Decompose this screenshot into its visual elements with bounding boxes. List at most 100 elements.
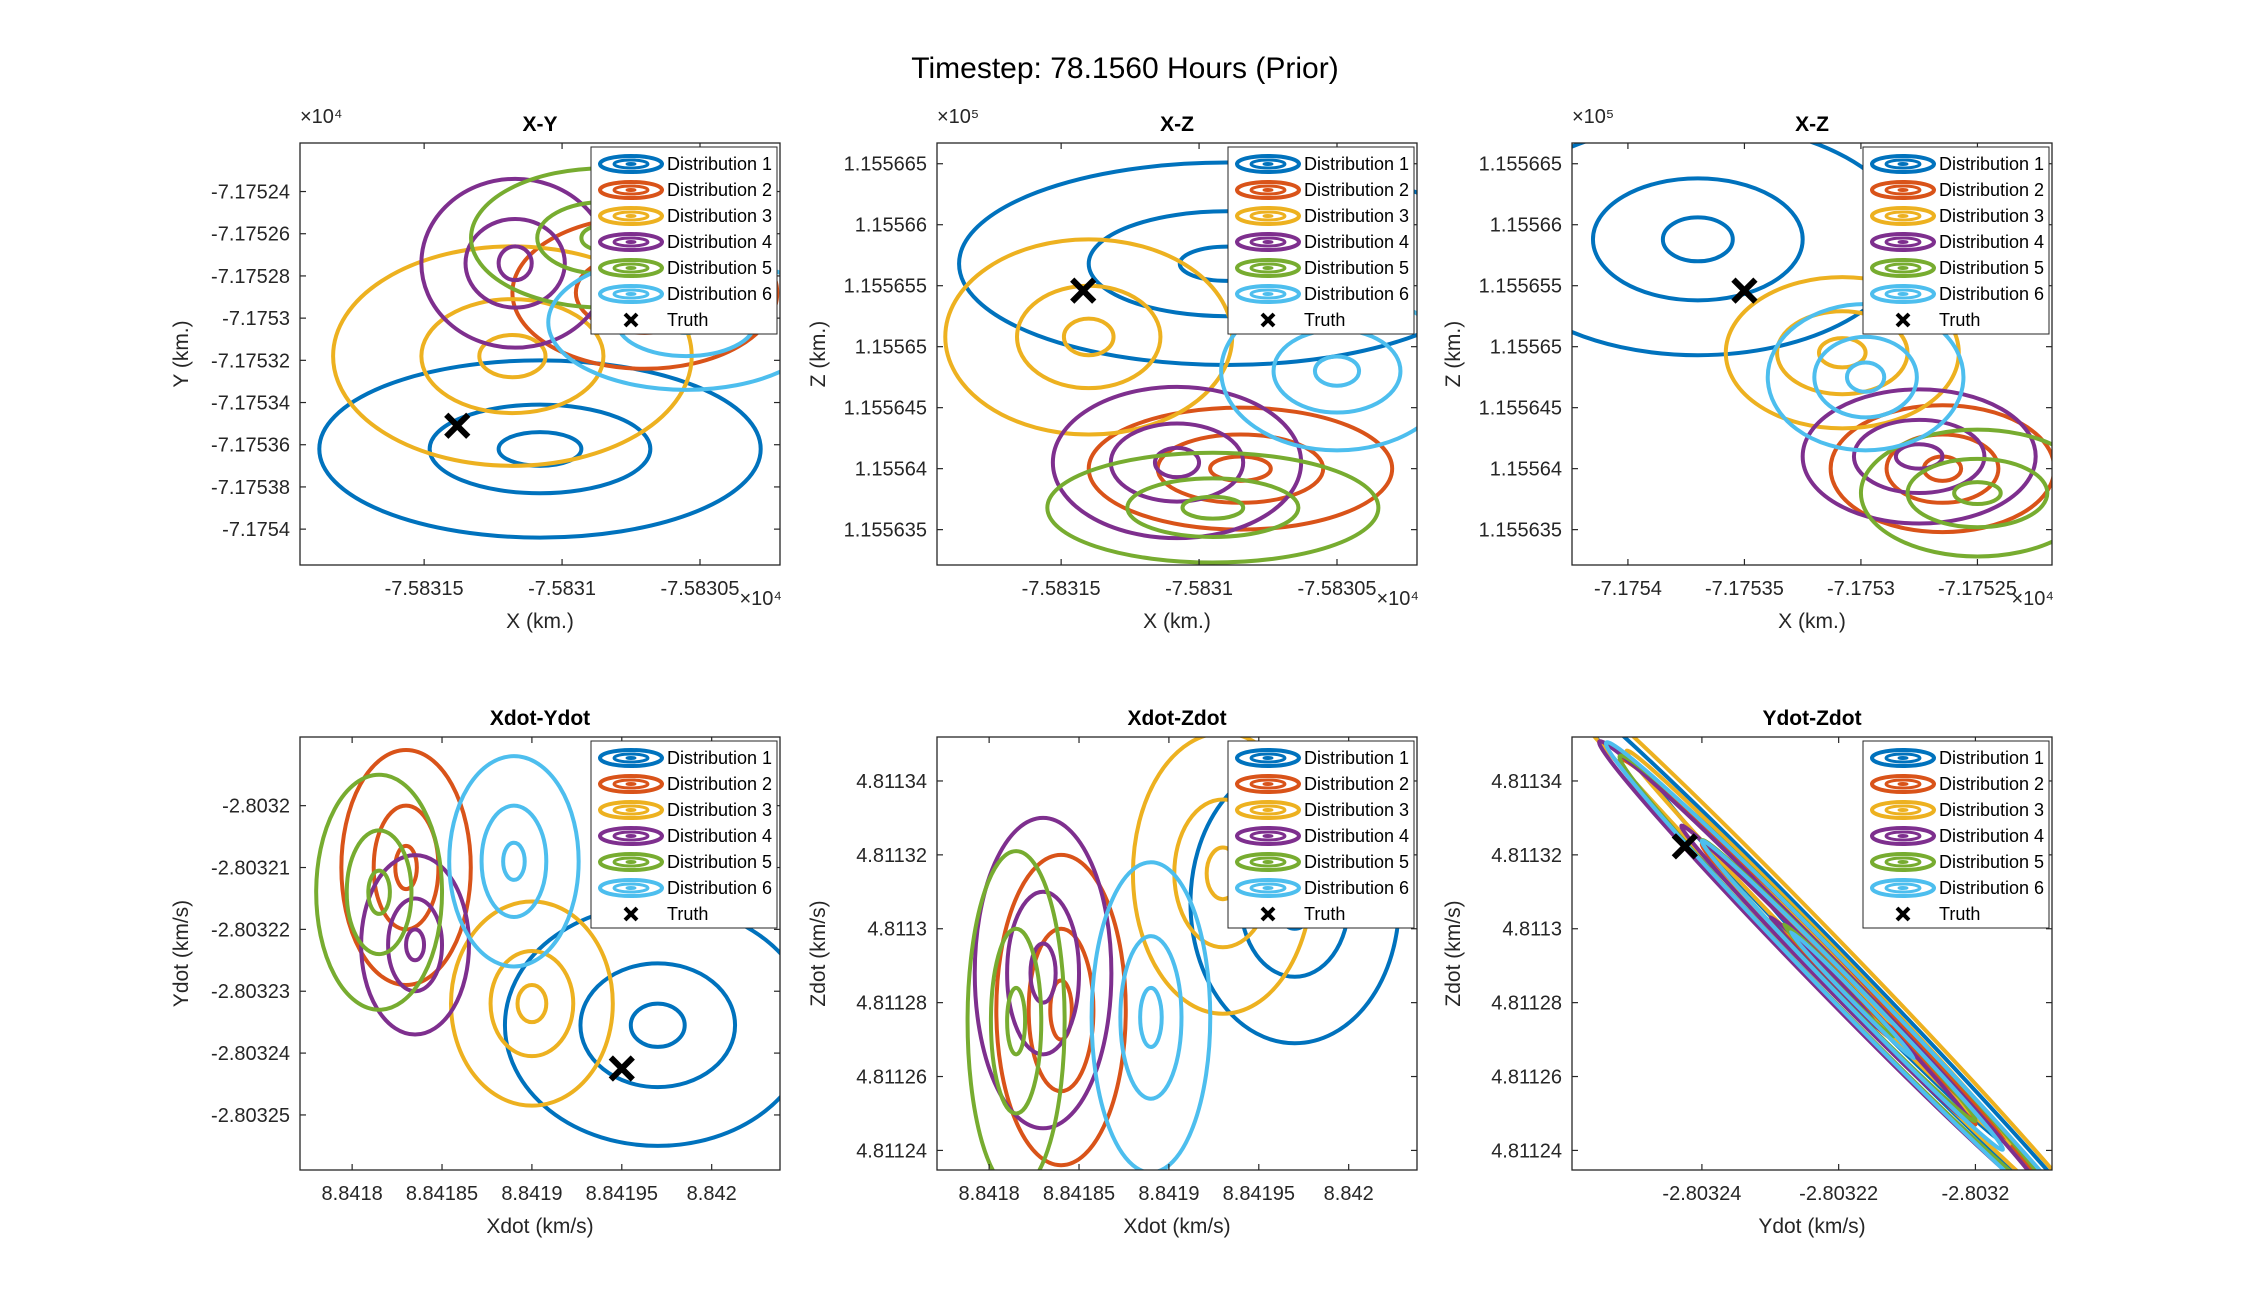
y-tick-label: -7.17538: [211, 477, 290, 499]
legend-label: Truth: [1939, 310, 1980, 330]
x-exponent-label: ×10⁴: [2011, 588, 2054, 610]
x-axis-label: X (km.): [1778, 610, 1846, 633]
x-axis-label: X (km.): [506, 610, 574, 633]
legend-ellipse-icon: [598, 154, 664, 174]
legend-label: Distribution 6: [667, 284, 772, 304]
ellipse-distribution-6-sigma3: [1089, 860, 1213, 1170]
ellipse-distribution-2-sigma1: [393, 843, 419, 892]
figure-title: Timestep: 78.1560 Hours (Prior): [911, 52, 1339, 85]
y-tick-label: 1.15564: [855, 459, 927, 481]
legend-label: Truth: [667, 904, 708, 924]
x-tick-label: 8.8418: [322, 1183, 383, 1205]
y-tick-label: 4.8113: [867, 919, 927, 941]
legend-label: Distribution 4: [1304, 232, 1409, 252]
legend-label: Distribution 5: [667, 852, 772, 872]
y-tick-label: 1.15565: [855, 337, 927, 359]
legend-ellipse-icon: [1870, 878, 1936, 898]
axes-box: [299, 142, 781, 566]
chart-title: X-Z: [1795, 113, 1829, 136]
legend-label: Distribution 3: [1304, 800, 1409, 820]
ellipse-distribution-5-sigma1: [1952, 480, 2003, 507]
ellipse-distribution-6-sigma3: [1603, 740, 2052, 1170]
legend-label: Distribution 4: [1939, 826, 2044, 846]
legend-ellipse-icon: [598, 800, 664, 820]
y-tick-label: -7.17528: [211, 266, 290, 288]
ellipse-distribution-3-sigma2: [488, 949, 576, 1059]
ellipse-distribution-5-sigma2: [1905, 456, 2050, 530]
y-tick-label: -7.17526: [211, 224, 290, 246]
ellipse-distribution-5-sigma3: [1045, 450, 1381, 565]
legend-label: Distribution 1: [667, 154, 772, 174]
y-tick-label: 4.81128: [1491, 993, 1562, 1015]
y-tick-label: 1.155635: [1479, 520, 1562, 542]
ellipse-distribution-1-sigma3: [502, 902, 780, 1148]
legend-label: Distribution 2: [667, 180, 772, 200]
legend-truth-icon: [1895, 906, 1911, 922]
legend-ellipse-icon: [1235, 774, 1301, 794]
legend-label: Distribution 1: [1939, 748, 2044, 768]
ellipse-distribution-4-sigma1: [1893, 442, 1945, 471]
ellipse-distribution-3-sigma1: [1061, 316, 1116, 358]
legend-truth-icon: [623, 312, 639, 328]
legend-ellipse-icon: [1235, 180, 1301, 200]
ellipse-distribution-1-sigma2: [1590, 176, 1805, 303]
y-tick-label: 4.81124: [1491, 1140, 1562, 1162]
legend-label: Distribution 4: [667, 826, 772, 846]
ellipse-distribution-6-sigma1: [1844, 360, 1887, 394]
legend-label: Distribution 3: [1939, 800, 2044, 820]
ellipse-distribution-4-sigma1: [1152, 445, 1202, 480]
ellipse-distribution-5-sigma3: [965, 849, 1067, 1170]
x-tick-label: -7.5831: [528, 578, 596, 600]
ellipse-distribution-2-sigma1: [1048, 978, 1074, 1042]
legend-ellipse-icon: [1870, 284, 1936, 304]
legend-label: Distribution 5: [667, 258, 772, 278]
ellipse-distribution-5-sigma1: [1180, 494, 1246, 521]
chart-title: X-Y: [522, 113, 557, 136]
truth-marker: [1731, 277, 1758, 304]
legend-ellipse-icon: [1870, 180, 1936, 200]
legend-ellipse-icon: [1870, 852, 1936, 872]
legend-label: Distribution 6: [1304, 878, 1409, 898]
ellipse-distribution-5-sigma2: [344, 828, 414, 957]
ellipse-distribution-1-sigma1: [1660, 215, 1735, 264]
y-tick-label: 4.81128: [856, 993, 927, 1015]
y-tick-label: -7.17532: [211, 350, 290, 372]
ellipse-distribution-3-sigma3: [449, 899, 615, 1108]
y-axis-label: Zdot (km/s): [1442, 900, 1465, 1006]
y-tick-label: 1.15564: [1490, 459, 1562, 481]
chart-panel-1: -7.58315 -7.5831 -7.58305 -7.17524 -7.17526 -…: [170, 106, 782, 633]
legend-label: Distribution 5: [1304, 258, 1409, 278]
y-tick-label: 1.15566: [1490, 215, 1562, 237]
ellipse-distribution-3-sigma1: [515, 983, 549, 1025]
chart-panel-4: 8.8418 8.84185 8.8419 8.84195 8.842 -2.8032 -2…: [170, 707, 781, 1238]
truth-marker: [1070, 277, 1097, 304]
legend-ellipse-icon: [598, 284, 664, 304]
y-tick-label: -2.80321: [211, 858, 290, 880]
axes-box: [1571, 142, 2053, 566]
x-axis-label: X (km.): [1143, 610, 1211, 633]
ellipse-distribution-3-sigma2: [419, 297, 606, 416]
legend-label: Distribution 2: [1304, 774, 1409, 794]
legend-label: Distribution 3: [1304, 206, 1409, 226]
x-axis-label: Ydot (km/s): [1758, 1215, 1865, 1238]
ellipse-distribution-6-sigma2: [1271, 327, 1403, 415]
legend-ellipse-icon: [1870, 748, 1936, 768]
legend-label: Truth: [667, 310, 708, 330]
y-tick-label: 4.81134: [1491, 771, 1562, 793]
truth-marker: [608, 1055, 635, 1082]
axes-box: [936, 736, 1418, 1171]
legend-ellipse-icon: [1870, 206, 1936, 226]
ellipse-distribution-5-sigma2: [988, 926, 1044, 1116]
y-tick-label: 1.155665: [844, 154, 927, 176]
legend-label: Distribution 6: [667, 878, 772, 898]
y-axis-label: Zdot (km/s): [807, 900, 830, 1006]
ellipse-distribution-4-sigma2: [463, 216, 567, 310]
legend: Distribution 1 Distribution 2 Distribution…: [1227, 740, 1415, 929]
legend-label: Distribution 6: [1939, 878, 2044, 898]
legend-ellipse-icon: [1870, 232, 1936, 252]
y-exponent-label: ×10⁵: [1572, 106, 1614, 128]
legend-label: Distribution 3: [667, 206, 772, 226]
x-tick-label: 8.84185: [1043, 1183, 1115, 1205]
axes-box: [936, 142, 1418, 566]
legend-label: Distribution 2: [1939, 774, 2044, 794]
